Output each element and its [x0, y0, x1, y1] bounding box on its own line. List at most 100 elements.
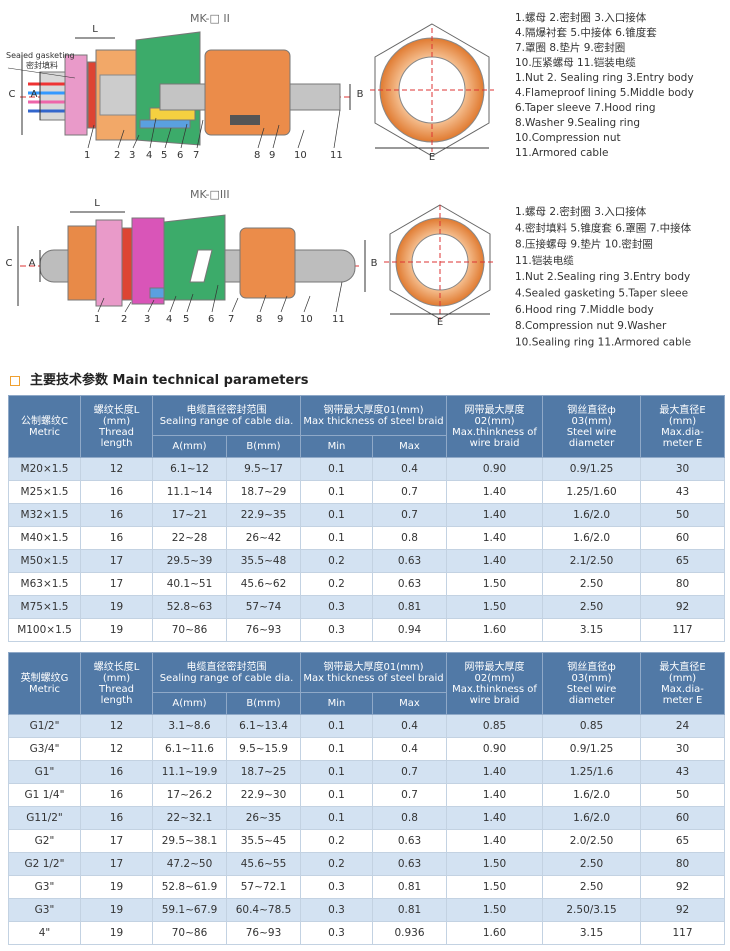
part-number: 10	[300, 314, 313, 325]
header-line: (mm)	[102, 672, 131, 684]
header-line: 螺纹长度L	[93, 661, 140, 673]
drawing-title: MK-□III	[190, 188, 230, 201]
data-cell: 117	[640, 618, 726, 642]
data-cell: 45.6~55	[225, 852, 302, 876]
data-cell: 1.6/2.0	[542, 503, 642, 527]
data-cell: 0.90	[446, 457, 544, 481]
data-cell: 0.85	[542, 714, 642, 738]
data-cell: 50	[640, 783, 726, 807]
data-cell: M20×1.5	[8, 457, 81, 481]
dimension-label: E	[429, 152, 435, 163]
data-cell: 16	[80, 760, 153, 784]
legend-line: 11.铠装电缆	[515, 254, 574, 267]
leader-line	[124, 301, 132, 313]
data-cell: 0.7	[372, 503, 448, 527]
data-cell: 0.1	[300, 783, 374, 807]
data-cell: 3.15	[542, 618, 642, 642]
data-cell: 1.40	[446, 503, 544, 527]
dimension-label: E	[437, 317, 443, 328]
data-cell: M40×1.5	[8, 526, 81, 550]
legend-line: 10.Sealing ring 11.Armored cable	[515, 336, 691, 348]
leader-line	[211, 284, 219, 313]
header-row: 英制螺纹G Metric 螺纹长度L (mm) Thread length 电缆直径密封范围…	[8, 652, 726, 715]
data-cell: 19	[80, 898, 153, 922]
data-cell: 19	[80, 875, 153, 899]
part-number: 4	[166, 314, 172, 325]
data-cell: 1.6/2.0	[542, 526, 642, 550]
data-cell: 17	[80, 549, 153, 573]
data-cell: 6.1~11.6	[152, 737, 227, 761]
data-cell: M25×1.5	[8, 480, 81, 504]
legend-line: 1.螺母 2.密封圈 3.入口接体	[515, 205, 647, 218]
header-line: 网带最大厚度	[464, 404, 525, 416]
data-cell: 45.6~62	[225, 572, 302, 596]
data-cell: 0.1	[300, 480, 374, 504]
data-cell: 1.40	[446, 806, 544, 830]
leader-line	[117, 129, 125, 149]
data-cell: 22~28	[152, 526, 227, 550]
data-cell: 3.1~8.6	[152, 714, 227, 738]
data-cell: 19	[80, 595, 153, 619]
header-cell: 螺纹长度L (mm) Thread length	[80, 395, 153, 458]
header-cell: 网带最大厚度 02(mm) Max.thinkness of wire braid	[446, 652, 544, 715]
data-cell: 17~21	[152, 503, 227, 527]
data-cell: 1.40	[446, 480, 544, 504]
data-cell: 60.4~78.5	[225, 898, 302, 922]
header-line: Max.dia-	[661, 426, 704, 438]
data-cell: 0.63	[372, 572, 448, 596]
legend-line: 1.螺母 2.密封圈 3.入口接体	[515, 11, 647, 24]
header-cell: 钢丝直径ф 03(mm) Steel wire diameter	[542, 395, 642, 458]
data-row: G2" 17 29.5~38.1 35.5~45 0.2 0.63 1.40 2.0/2.50…	[8, 829, 726, 853]
subheader-cell: B(mm)	[225, 692, 302, 715]
part-number: 7	[193, 150, 199, 161]
data-cell: M50×1.5	[8, 549, 81, 573]
header-line: 最大直径E	[659, 404, 706, 416]
legend-line: 7.罩圈 8.垫片 9.密封圈	[515, 41, 625, 54]
part-number: 8	[254, 150, 260, 161]
data-cell: 2.50	[542, 595, 642, 619]
data-cell: G2 1/2"	[8, 852, 81, 876]
header-line: length	[100, 437, 133, 449]
header-line: 03(mm)	[571, 672, 612, 684]
data-cell: 92	[640, 898, 726, 922]
data-cell: 0.81	[372, 875, 448, 899]
leader-line	[87, 124, 95, 149]
data-cell: 4"	[8, 921, 81, 945]
data-row: G3" 19 52.8~61.9 57~72.1 0.3 0.81 1.50 2.50 92	[8, 875, 726, 899]
data-cell: G3"	[8, 898, 81, 922]
data-cell: 1.40	[446, 549, 544, 573]
subheader-cell: A(mm)	[152, 692, 227, 715]
gasket-label-cn: 密封填料	[26, 60, 58, 70]
data-cell: 47.2~50	[152, 852, 227, 876]
data-cell: 92	[640, 875, 726, 899]
legend-line: 4.隔爆衬套 5.中接体 6.锥度套	[515, 26, 657, 39]
data-row: M100×1.5 19 70~86 76~93 0.3 0.94 1.60 3.15 117	[8, 618, 726, 642]
data-cell: 19	[80, 618, 153, 642]
header-line: length	[100, 694, 133, 706]
data-cell: 9.5~15.9	[225, 737, 302, 761]
data-cell: 22.9~30	[225, 783, 302, 807]
data-cell: 22~32.1	[152, 806, 227, 830]
data-cell: 18.7~25	[225, 760, 302, 784]
leader-line	[149, 117, 157, 149]
header-line: wire braid	[469, 694, 520, 706]
part-number: 1	[84, 150, 90, 161]
part-number: 11	[332, 314, 345, 325]
data-cell: 11.1~19.9	[152, 760, 227, 784]
header-cell: 最大直径E (mm) Max.dia-meter E	[640, 395, 726, 458]
legend-line: 10.Compression nut	[515, 132, 621, 144]
part-number: 10	[294, 150, 307, 161]
data-cell: G3"	[8, 875, 81, 899]
data-cell: 0.4	[372, 714, 448, 738]
data-cell: 0.7	[372, 783, 448, 807]
data-cell: 76~93	[225, 921, 302, 945]
subheader-cell: B(mm)	[225, 435, 302, 458]
header-line: 网带最大厚度	[464, 661, 525, 673]
data-cell: 50	[640, 503, 726, 527]
data-cell: M63×1.5	[8, 572, 81, 596]
data-row: G2 1/2" 17 47.2~50 45.6~55 0.2 0.63 1.50 2.50 80	[8, 852, 726, 876]
leader-line	[196, 119, 204, 149]
header-line: Max thickness of steel braid	[303, 672, 444, 684]
data-row: M75×1.5 19 52.8~63 57~74 0.3 0.81 1.50 2.50 92	[8, 595, 726, 619]
